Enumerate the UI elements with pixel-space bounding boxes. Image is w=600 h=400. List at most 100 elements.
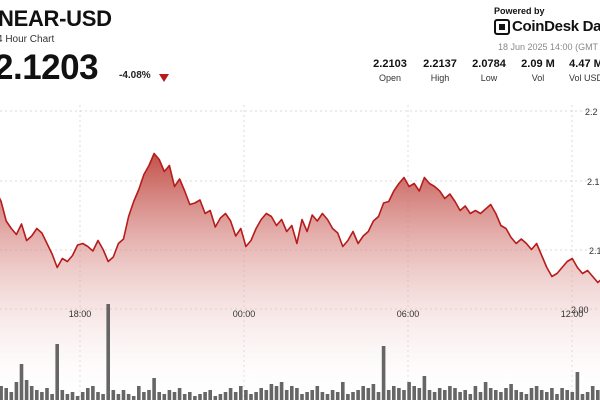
volume-bar [351, 392, 355, 400]
chart-header: NEAR-USD 4 Hour Chart 2.1203 -4.08% Powe… [0, 0, 600, 100]
volume-bar [9, 392, 14, 400]
volume-bar [295, 388, 299, 400]
volume-bar [320, 392, 325, 400]
y-tick-label: 2.2 [585, 107, 598, 117]
volume-bar [417, 388, 422, 400]
volume-bar [233, 392, 238, 400]
y-tick-label: 2.1 [589, 246, 600, 256]
stat-open: 2.2103 Open [370, 58, 410, 83]
volume-bar [315, 386, 320, 400]
volume-bar [539, 390, 544, 400]
x-tick-label: 18:00 [69, 309, 92, 319]
volume-bar [249, 394, 253, 400]
volume-bar [300, 394, 304, 400]
volume-bar [529, 388, 534, 400]
volume-bar [45, 388, 49, 400]
volume-bar [65, 394, 70, 400]
volume-bar [172, 392, 177, 400]
volume-bar [453, 388, 457, 400]
volume-bar [142, 392, 146, 400]
stat-vol-usd: 4.47 M Vol USD [566, 58, 600, 83]
volume-bars [0, 304, 600, 400]
volume-bar [524, 394, 529, 400]
price-line [0, 152, 600, 284]
volume-bar [106, 304, 110, 400]
volume-bar [157, 392, 161, 400]
volume-bar [402, 390, 406, 400]
volume-bar [570, 392, 575, 400]
volume-bar [80, 392, 85, 400]
volume-bar [509, 384, 513, 400]
volume-bar [585, 392, 590, 400]
volume-bar [504, 388, 508, 400]
volume-bar [75, 396, 80, 400]
volume-bar [590, 386, 595, 400]
volume-bar [575, 372, 580, 400]
volume-bar [223, 392, 228, 400]
volume-bar [101, 394, 105, 400]
current-price: 2.1203 [0, 48, 99, 87]
volume-bar [330, 390, 335, 400]
volume-bar [182, 394, 187, 400]
volume-bar [50, 394, 54, 400]
volume-bar [86, 388, 90, 400]
volume-bar [208, 390, 212, 400]
volume-bar [35, 390, 39, 400]
volume-bar [346, 394, 350, 400]
volume-bar [228, 388, 233, 400]
stat-label: Low [480, 73, 498, 83]
volume-bar [458, 392, 462, 400]
volume-bar [534, 386, 539, 400]
volume-bar [371, 384, 376, 400]
volume-bar [96, 392, 100, 400]
volume-bar [555, 394, 559, 400]
volume-bar [55, 344, 59, 400]
volume-bar [305, 392, 309, 400]
x-tick-label: 12:00 [561, 309, 584, 319]
brand-name: CoinDesk Data [512, 18, 600, 36]
down-arrow-icon [159, 74, 169, 82]
volume-bar [147, 390, 151, 400]
volume-bar [121, 390, 126, 400]
stat-label: Vol [531, 73, 545, 83]
volume-bar [279, 382, 284, 400]
volume-bar [193, 396, 197, 400]
volume-bar [427, 390, 432, 400]
stat-low: 2.0784 Low [469, 58, 509, 83]
volume-bar [24, 380, 29, 400]
chart-subtitle: 4 Hour Chart [0, 34, 55, 45]
volume-bar [213, 396, 218, 400]
stat-value: 4.47 M [569, 58, 600, 70]
volume-bar [19, 364, 24, 400]
volume-bar [580, 394, 585, 400]
volume-bar [381, 346, 386, 400]
volume-bar [473, 386, 478, 400]
volume-bar [397, 388, 401, 400]
volume-bar [565, 390, 569, 400]
stat-label: Vol USD [568, 73, 600, 83]
volume-bar [514, 390, 518, 400]
volume-bar [422, 376, 427, 400]
stat-label: Open [378, 73, 402, 83]
volume-bar [412, 386, 416, 400]
volume-bar [407, 382, 411, 400]
volume-bar [239, 386, 243, 400]
volume-bar [152, 378, 156, 400]
volume-bar [468, 394, 473, 400]
volume-bar [550, 388, 554, 400]
volume-bar [14, 382, 19, 400]
x-tick-label: 06:00 [397, 309, 420, 319]
volume-bar [0, 386, 3, 400]
stat-vol: 2.09 M Vol [518, 58, 558, 83]
volume-bar [366, 388, 371, 400]
volume-bar [341, 382, 345, 400]
volume-bar [70, 392, 75, 400]
volume-bar [376, 392, 381, 400]
volume-bar [29, 386, 34, 400]
volume-bar [137, 386, 141, 400]
volume-bar [432, 392, 437, 400]
volume-bar [545, 392, 549, 400]
stat-value: 2.09 M [521, 58, 555, 70]
volume-bar [483, 382, 488, 400]
